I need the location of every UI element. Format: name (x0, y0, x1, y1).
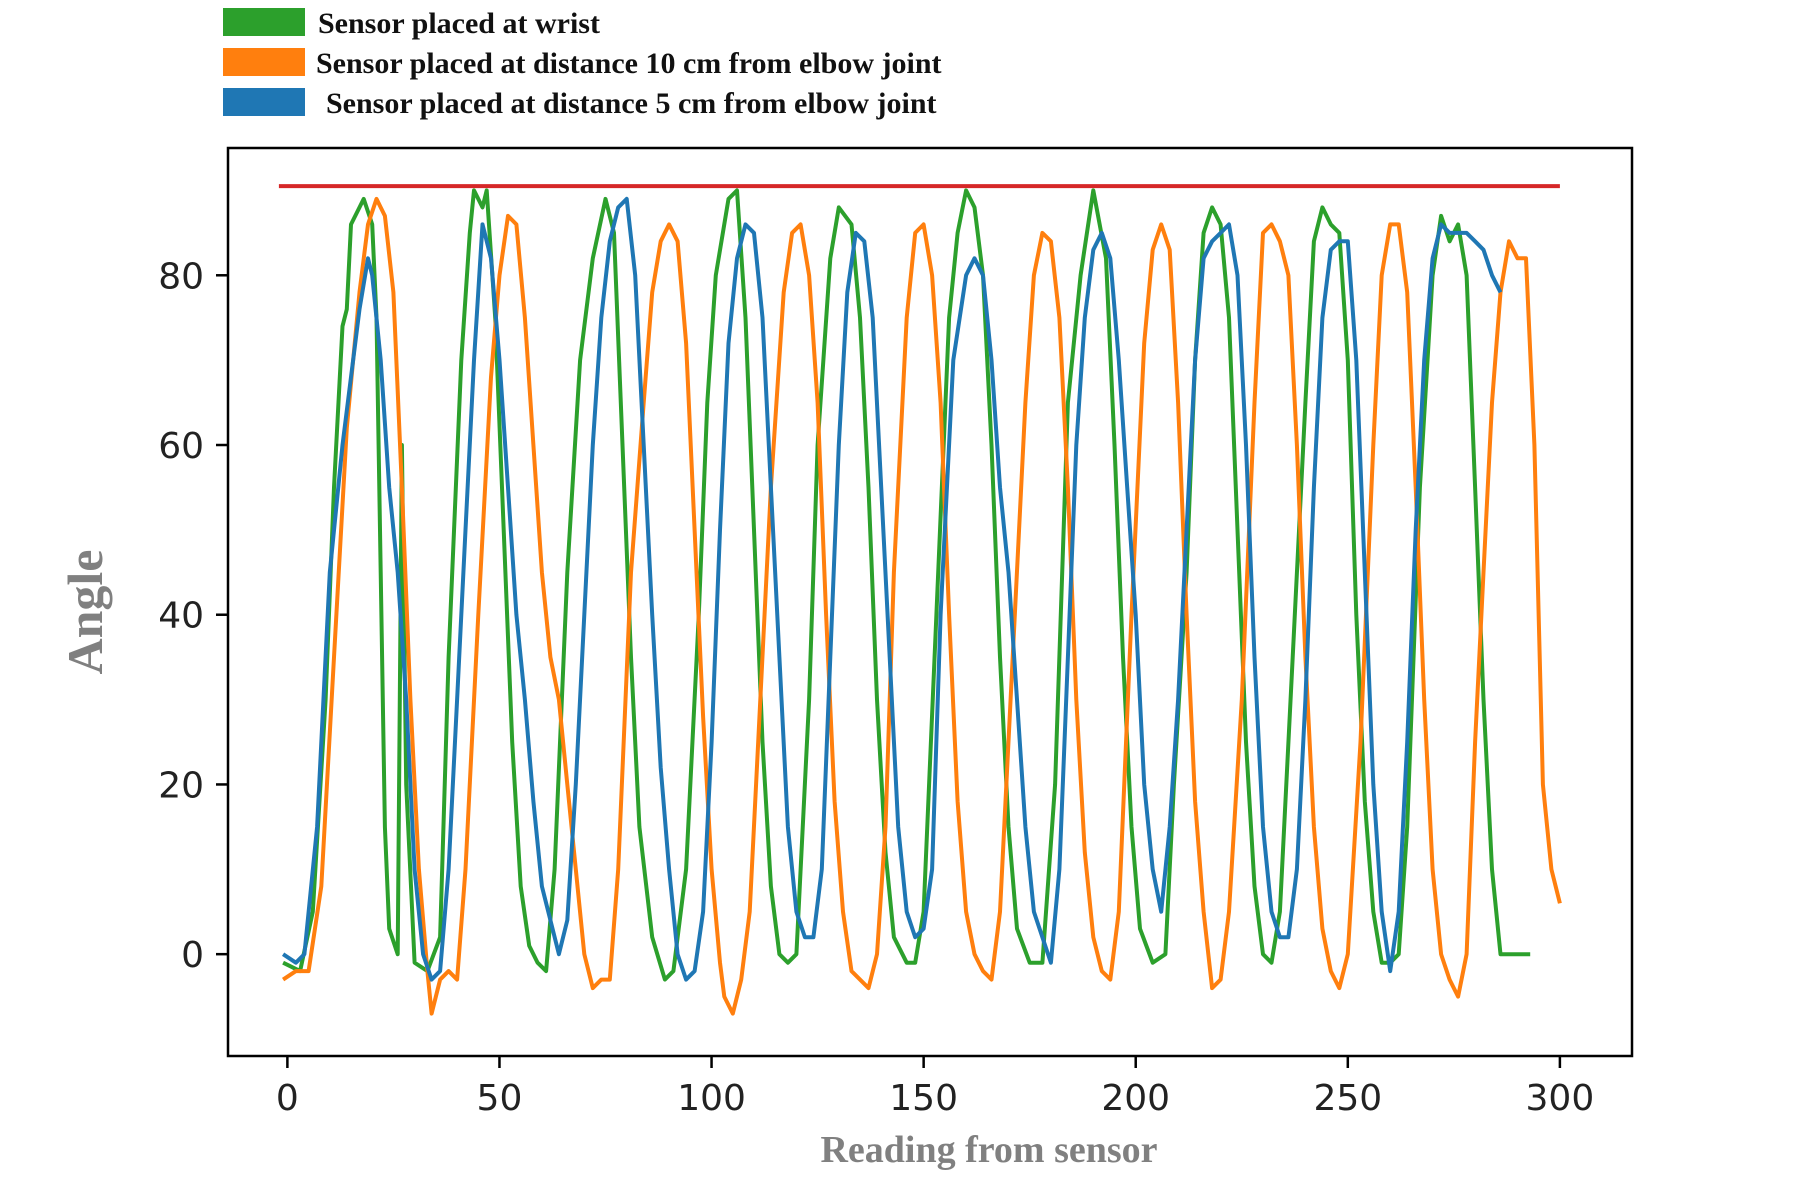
x-axis-ticks: 0 50 100 150 200 250 300 (276, 1056, 1594, 1119)
legend: Sensor placed at wrist Sensor placed at … (223, 7, 942, 120)
y-tick-label: 0 (181, 935, 204, 976)
x-tick-label: 0 (276, 1078, 299, 1119)
x-tick-label: 300 (1526, 1078, 1595, 1119)
legend-swatch-wrist (223, 8, 305, 36)
x-axis-title: Reading from sensor (820, 1129, 1157, 1171)
x-tick-label: 50 (477, 1078, 523, 1119)
plot-frame (226, 146, 1634, 1058)
legend-label-10cm: Sensor placed at distance 10 cm from elb… (316, 47, 942, 80)
legend-label-5cm: Sensor placed at distance 5 cm from elbo… (326, 87, 937, 120)
y-tick-label: 20 (158, 765, 204, 806)
y-tick-label: 40 (158, 596, 204, 637)
legend-swatch-5cm (223, 88, 305, 116)
y-axis-ticks: 0 20 40 60 80 (158, 256, 228, 976)
series-line-10cm (281, 196, 1562, 1016)
legend-swatch-10cm (223, 48, 305, 76)
x-tick-label: 200 (1101, 1078, 1170, 1119)
x-tick-label: 150 (889, 1078, 958, 1119)
x-tick-label: 250 (1313, 1078, 1382, 1119)
y-tick-label: 80 (158, 256, 204, 297)
series-line-5cm (281, 196, 1503, 982)
series-layer (281, 188, 1562, 1016)
y-axis-title: Angle (57, 550, 113, 675)
legend-label-wrist: Sensor placed at wrist (318, 7, 600, 40)
x-tick-label: 100 (677, 1078, 746, 1119)
y-tick-label: 60 (158, 426, 204, 467)
